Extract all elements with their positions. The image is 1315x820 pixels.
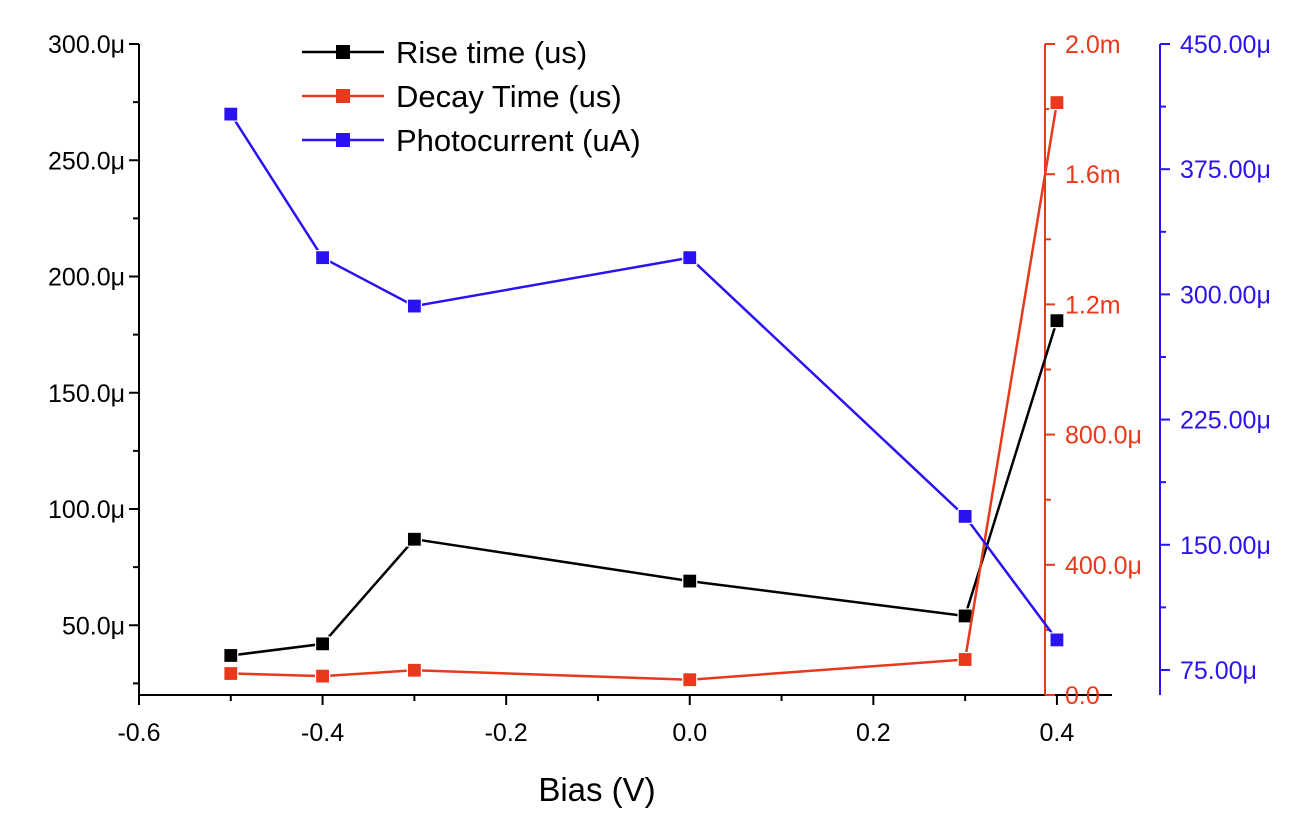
legend-marker (336, 45, 350, 59)
legend-marker (336, 133, 350, 147)
right2-tick-label: 450.00μ (1180, 31, 1271, 59)
data-point (223, 647, 239, 664)
data-point (1049, 313, 1065, 329)
x-tick-label: 0.2 (856, 719, 891, 747)
left-tick-label: 300.0μ (48, 31, 125, 59)
x-tick-label: -0.2 (485, 719, 528, 747)
right1-tick-label: 400.0μ (1065, 552, 1142, 580)
right1-tick-label: 2.0m (1065, 31, 1121, 59)
series-layer (223, 94, 1065, 688)
data-point (223, 665, 239, 682)
data-point (682, 573, 698, 589)
data-point (957, 651, 973, 668)
data-point (406, 298, 422, 314)
right2-tick-label: 75.00μ (1180, 657, 1257, 685)
left-tick-label: 250.0μ (48, 147, 125, 175)
x-tick-label: -0.6 (117, 719, 160, 747)
data-point (314, 250, 331, 266)
data-point (957, 608, 973, 624)
legend-label: Decay Time (us) (396, 79, 622, 114)
left-tick-label: 200.0μ (48, 264, 125, 292)
right2-tick-label: 225.00μ (1180, 407, 1271, 435)
series-line-1 (230, 102, 1059, 681)
data-point (957, 508, 973, 524)
legend: Rise time (us) Decay Time (us) Photocurren… (302, 35, 641, 158)
series-line-0 (230, 320, 1059, 657)
legend-marker (336, 89, 350, 103)
right2-tick-label: 300.00μ (1180, 281, 1271, 309)
series-line-2 (229, 113, 1058, 641)
right1-tick-label: 0.0 (1065, 682, 1100, 710)
right1-tick-label: 800.0μ (1065, 422, 1142, 450)
x-tick-label: 0.4 (1040, 719, 1075, 747)
right1-tick-label: 1.2m (1065, 291, 1121, 319)
axes-layer: -0.6 -0.4 -0.2 0.0 0.2 0.4 50.0μ 100.0μ 150.0μ 20… (48, 31, 1271, 747)
data-point (1049, 632, 1065, 648)
right1-tick-label: 1.6m (1065, 161, 1121, 189)
legend-label: Rise time (us) (396, 35, 587, 70)
data-point (314, 668, 331, 684)
right2-tick-label: 375.00μ (1180, 156, 1271, 184)
x-axis-title: Bias (V) (538, 771, 655, 808)
data-point (682, 250, 698, 266)
data-point (406, 531, 422, 547)
left-tick-label: 150.0μ (48, 380, 125, 408)
data-point (1049, 94, 1065, 111)
left-tick-label: 50.0μ (62, 612, 125, 640)
right2-tick-label: 150.00μ (1180, 532, 1271, 560)
left-tick-label: 100.0μ (48, 496, 125, 524)
x-tick-label: 0.0 (672, 719, 707, 747)
data-point (223, 106, 239, 122)
x-tick-label: -0.4 (301, 719, 344, 747)
data-point (682, 672, 698, 688)
data-point (314, 636, 331, 652)
data-point (406, 662, 422, 678)
legend-label: Photocurrent (uA) (396, 123, 641, 158)
